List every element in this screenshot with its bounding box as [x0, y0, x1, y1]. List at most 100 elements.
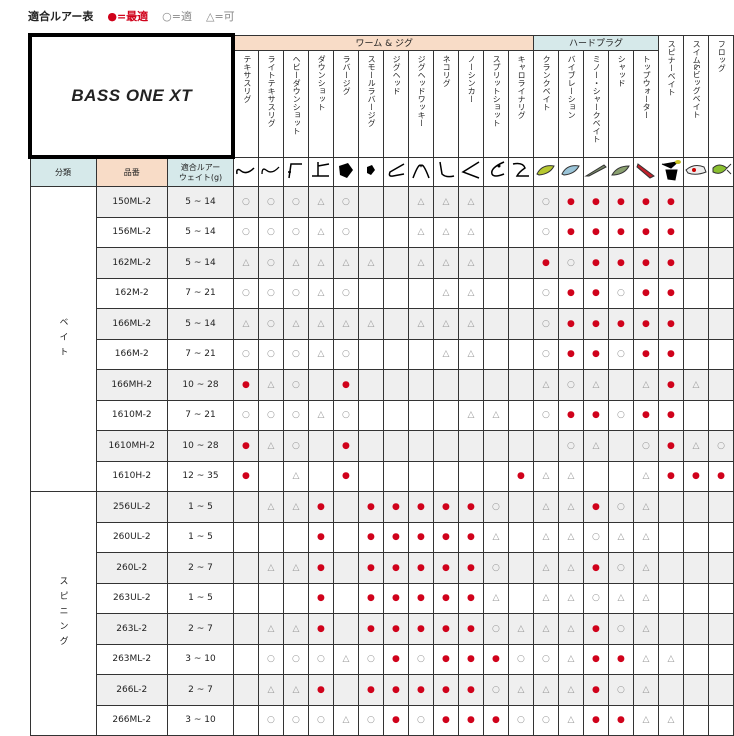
rating-cell: ● — [607, 186, 634, 218]
rating-cell: ● — [607, 308, 634, 340]
rating-cell — [357, 460, 384, 492]
weight-cell: 1 ~ 5 — [167, 521, 234, 553]
model-cell: 266ML-2 — [95, 704, 169, 736]
rating-cell — [507, 308, 534, 340]
rating-cell: ○ — [532, 216, 559, 248]
table-row: 266L-2 2 ~ 7 △ △ ● ● ● ● ● ● ○ △ △ △ ● ○ △ — [30, 674, 734, 706]
model-cell: 256UL-2 — [95, 491, 169, 523]
rating-cell: ● — [357, 521, 384, 553]
rating-cell: △ — [457, 186, 484, 218]
brand-logo: BASS ONE XT — [27, 33, 236, 159]
rating-cell: ○ — [607, 552, 634, 584]
column-header: ノーシンカー — [457, 49, 484, 158]
model-cell: 260UL-2 — [95, 521, 169, 553]
rating-cell: ● — [432, 643, 459, 675]
rating-cell: ○ — [557, 247, 584, 279]
rating-cell — [507, 582, 534, 614]
column-header: スピナーベイト — [657, 34, 684, 158]
rating-cell: ● — [657, 338, 684, 370]
header-weight: 適合ルアー ウェイト(g) — [167, 156, 234, 187]
rating-cell: △ — [257, 491, 284, 523]
rating-cell: △ — [457, 308, 484, 340]
rating-cell — [707, 369, 734, 401]
weight-cell: 2 ~ 7 — [167, 552, 234, 584]
rating-cell: ● — [457, 521, 484, 553]
rating-cell: ● — [382, 643, 409, 675]
rating-cell: △ — [282, 674, 309, 706]
texas-rig-icon — [232, 156, 259, 187]
rating-cell: △ — [432, 277, 459, 309]
weight-cell: 5 ~ 14 — [167, 216, 234, 248]
rating-cell: ● — [307, 582, 334, 614]
rating-cell: ● — [457, 643, 484, 675]
group-header: ワーム & ジグ — [232, 34, 534, 51]
model-cell: 162ML-2 — [95, 247, 169, 279]
table-row: 263ML-2 3 ~ 10 ○ ○ ○ △ ○ ● ○ ● ● ● ○ ○ △ ● ● △ △ — [30, 643, 734, 675]
rating-cell — [307, 430, 334, 462]
rating-cell — [482, 277, 509, 309]
rating-cell: ○ — [282, 338, 309, 370]
weight-cell: 7 ~ 21 — [167, 277, 234, 309]
topwater-icon — [632, 156, 659, 187]
rating-cell: ● — [682, 460, 709, 492]
rating-cell — [357, 216, 384, 248]
rating-cell — [507, 277, 534, 309]
rating-cell: ○ — [632, 430, 659, 462]
rating-cell: ● — [607, 704, 634, 736]
model-cell: 1610M-2 — [95, 399, 169, 431]
rating-cell: △ — [307, 186, 334, 218]
rating-cell: ● — [332, 460, 359, 492]
rating-cell: △ — [357, 308, 384, 340]
rating-cell: ○ — [532, 308, 559, 340]
weight-cell: 2 ~ 7 — [167, 613, 234, 645]
rating-cell: △ — [257, 430, 284, 462]
rating-cell: ○ — [607, 491, 634, 523]
rating-cell — [407, 399, 434, 431]
column-header: スプリットショット — [482, 49, 509, 158]
rating-cell: ○ — [257, 704, 284, 736]
column-header: フロッグ — [707, 34, 734, 158]
rating-cell: △ — [657, 704, 684, 736]
minnow-icon — [582, 156, 609, 187]
model-cell: 263ML-2 — [95, 643, 169, 675]
rating-cell: ● — [607, 643, 634, 675]
rating-cell: ○ — [257, 643, 284, 675]
rating-cell: ● — [307, 613, 334, 645]
rating-cell: ● — [532, 247, 559, 279]
rating-cell — [407, 277, 434, 309]
rating-cell: △ — [257, 674, 284, 706]
rating-cell: ● — [357, 674, 384, 706]
rating-cell: ● — [457, 674, 484, 706]
rating-cell — [707, 277, 734, 309]
rating-cell: △ — [457, 277, 484, 309]
heavy-downshot-icon — [282, 156, 309, 187]
rating-cell — [707, 186, 734, 218]
rating-cell — [432, 399, 459, 431]
rating-cell — [482, 369, 509, 401]
rating-cell: ○ — [282, 430, 309, 462]
rating-cell: △ — [557, 552, 584, 584]
table-row: 166MH-2 10 ~ 28 ● △ ○ ● △ ○ △ △ ● △ — [30, 369, 734, 401]
rating-cell: △ — [282, 613, 309, 645]
model-cell: 263UL-2 — [95, 582, 169, 614]
rating-cell: ○ — [582, 521, 609, 553]
rating-cell — [532, 430, 559, 462]
rating-cell: ● — [457, 704, 484, 736]
rating-cell: ○ — [532, 704, 559, 736]
rating-cell: △ — [257, 369, 284, 401]
legend-ok: △=可 — [206, 10, 235, 23]
table-row: 162ML-2 5 ~ 14 △ ○ △ △ △ △ △ △ △ ● ○ ● ● ● ● — [30, 247, 734, 279]
rating-cell: ● — [582, 552, 609, 584]
rating-cell — [682, 399, 709, 431]
rating-cell: ○ — [607, 277, 634, 309]
rating-cell — [707, 308, 734, 340]
rating-cell: ○ — [482, 552, 509, 584]
rating-cell — [507, 247, 534, 279]
rating-cell: ○ — [257, 247, 284, 279]
rating-cell: △ — [632, 704, 659, 736]
table-row: 1610MH-2 10 ~ 28 ● △ ○ ● ○ △ ○ ● △ ○ — [30, 430, 734, 462]
rating-cell — [332, 613, 359, 645]
rating-cell: △ — [557, 582, 584, 614]
column-header: スイム&ビッグベイト — [682, 34, 709, 158]
rating-cell: ● — [657, 369, 684, 401]
